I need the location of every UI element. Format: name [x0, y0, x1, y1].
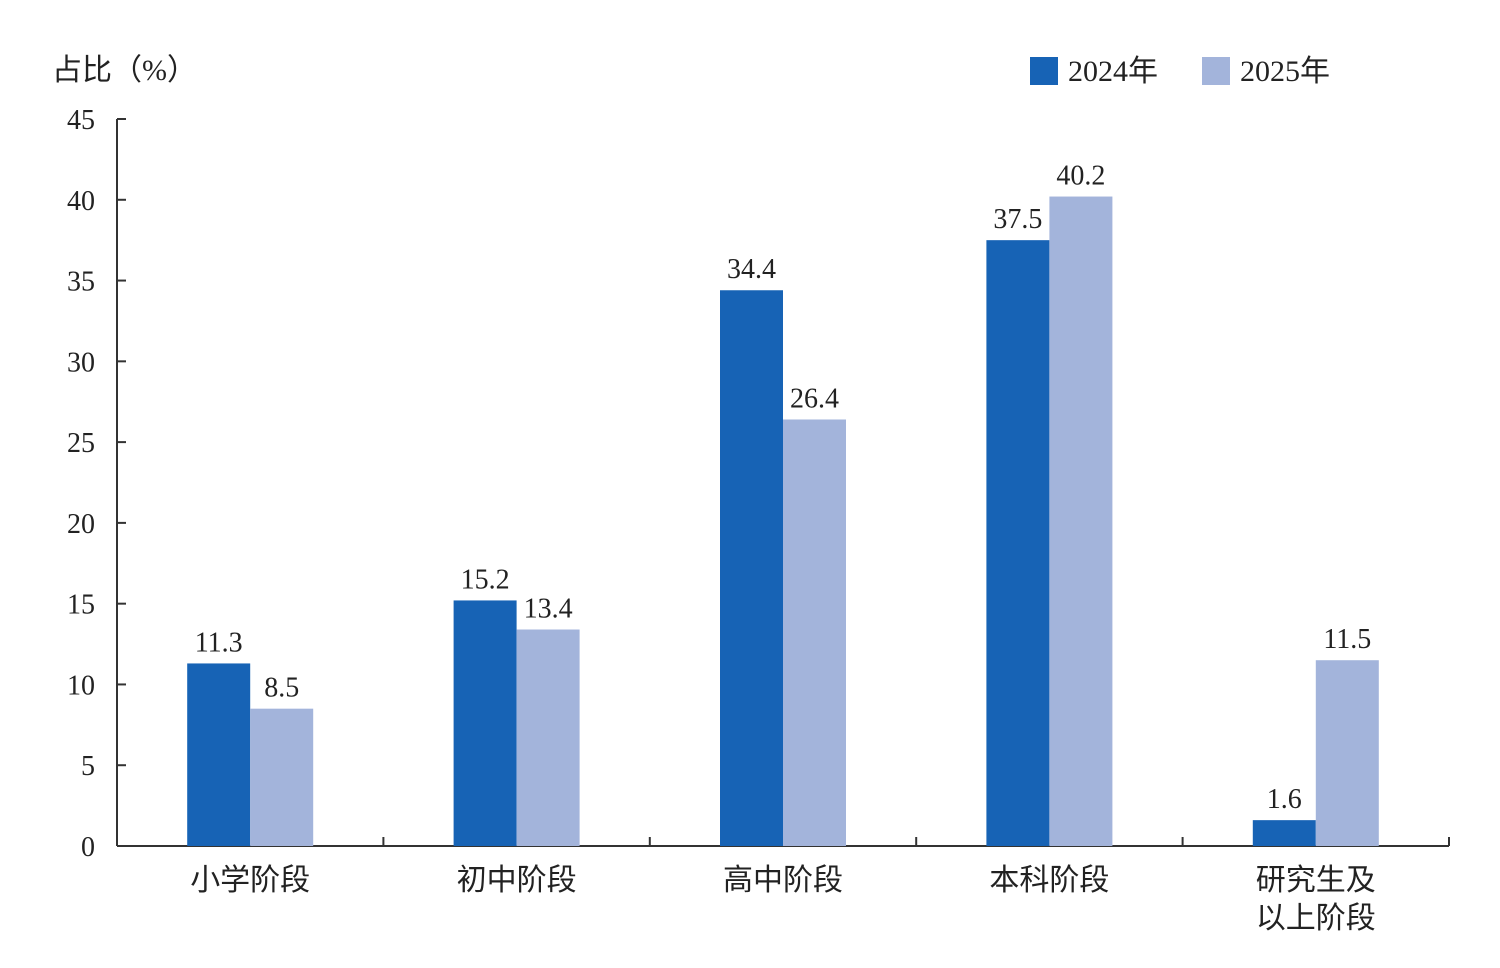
data-label: 8.5	[264, 673, 299, 704]
y-tick-label: 30	[67, 347, 95, 378]
data-label: 26.4	[790, 383, 839, 414]
x-category-label: 初中阶段	[457, 864, 577, 897]
y-axis-title: 占比（%）	[52, 54, 197, 87]
y-tick-label: 5	[81, 751, 95, 782]
y-tick-label: 0	[81, 832, 95, 863]
y-tick-label: 40	[67, 186, 95, 217]
data-label: 34.4	[727, 254, 776, 285]
x-category-label: 本科阶段	[989, 864, 1109, 897]
legend-swatch	[1030, 57, 1058, 85]
y-tick-label: 15	[67, 590, 95, 621]
data-label: 15.2	[461, 564, 510, 595]
bar	[1252, 820, 1316, 846]
y-tick-label: 25	[67, 428, 95, 459]
data-label: 11.5	[1323, 624, 1371, 655]
bar	[453, 600, 517, 846]
axes: 0 5 10 15 20 25 30 35 40 45 小学阶段 初中阶段 高中阶段 本科阶段 研究生及以上…	[67, 105, 1450, 935]
x-category-label: 小学阶段	[190, 864, 310, 897]
bar	[1315, 660, 1379, 846]
bar	[986, 240, 1050, 846]
bar	[783, 419, 846, 846]
y-tick-label: 35	[67, 267, 95, 298]
data-label: 13.4	[524, 594, 573, 625]
data-label: 37.5	[993, 204, 1042, 235]
data-label: 1.6	[1267, 784, 1302, 815]
legend: 2024年 2025年	[1030, 55, 1330, 88]
x-category-label: 研究生及	[1256, 864, 1376, 897]
y-tick-label: 45	[67, 105, 95, 136]
legend-label: 2024年	[1068, 55, 1158, 88]
data-label: 11.3	[195, 627, 243, 658]
bar	[1049, 196, 1113, 847]
x-category-label: 以上阶段	[1256, 902, 1376, 935]
bar	[720, 290, 783, 846]
bar	[187, 663, 251, 846]
bar	[250, 708, 314, 846]
x-category-label: 高中阶段	[723, 864, 843, 897]
bars	[187, 196, 1379, 847]
data-labels: 11.3 15.2 34.4 37.5 1.6 8.5 13.4 26.4 40.2 11.5	[195, 161, 1372, 816]
bar	[516, 629, 580, 846]
legend-label: 2025年	[1240, 55, 1330, 88]
y-tick-label: 10	[67, 670, 95, 701]
y-tick-label: 20	[67, 509, 95, 540]
data-label: 40.2	[1056, 161, 1105, 192]
legend-swatch	[1202, 57, 1230, 85]
